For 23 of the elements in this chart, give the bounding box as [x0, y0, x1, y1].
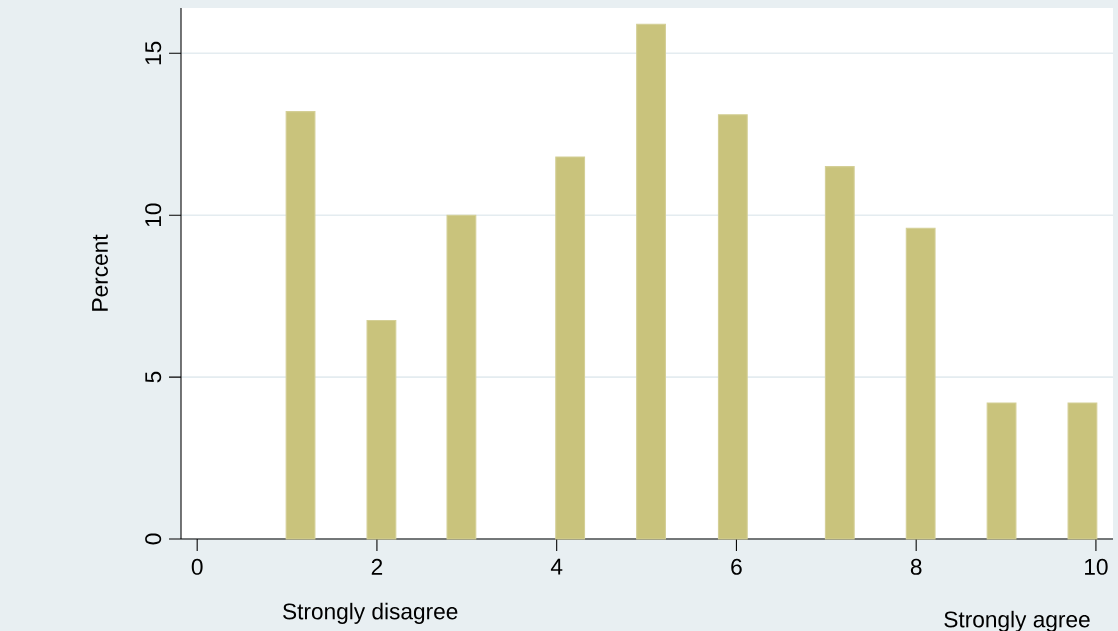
- bar: [446, 214, 477, 540]
- y-tick-label: 0: [145, 533, 162, 545]
- x-tick-label: 4: [550, 558, 563, 575]
- x-tick-label: 2: [371, 558, 383, 575]
- bar: [285, 111, 316, 540]
- x-tick-label: 6: [731, 558, 742, 575]
- bar: [555, 156, 586, 540]
- text: Strongly disagree: [283, 602, 458, 624]
- bar: [986, 402, 1017, 540]
- x-tick-label: 8: [910, 558, 922, 575]
- y-tick-label: 5: [145, 371, 162, 383]
- y-axis-title: Percent: [92, 234, 108, 311]
- bar: [636, 23, 666, 540]
- bar: [1067, 402, 1098, 540]
- x-tick-label: 10: [1085, 558, 1108, 575]
- y-tick-label: 10: [145, 203, 162, 227]
- text: Strongly agree: [944, 610, 1090, 631]
- x-tick-label: 0: [191, 558, 203, 575]
- bar: [905, 227, 936, 540]
- y-tick-label: 15: [145, 41, 162, 65]
- bar: [824, 166, 855, 540]
- bar: [366, 319, 397, 540]
- bar: [717, 114, 748, 540]
